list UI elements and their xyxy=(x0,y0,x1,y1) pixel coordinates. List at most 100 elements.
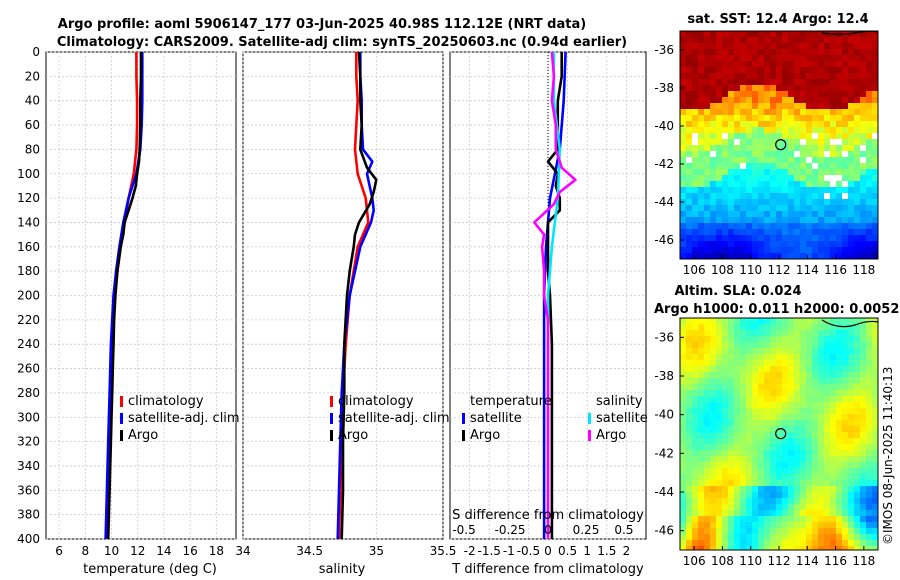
sla-cell xyxy=(806,534,812,540)
sst-cell xyxy=(818,133,824,139)
sst-cell xyxy=(872,151,878,157)
sst-cell xyxy=(776,223,782,229)
sst-cell xyxy=(722,211,728,217)
sla-cell xyxy=(830,486,836,492)
sst-cell xyxy=(836,187,842,193)
sla-cell xyxy=(764,516,770,522)
sst-cell xyxy=(770,31,776,37)
sla-cell xyxy=(770,498,776,504)
sla-cell xyxy=(686,492,692,498)
sst-cell xyxy=(818,181,824,187)
sla-cell xyxy=(716,414,722,420)
sla-cell xyxy=(860,438,866,444)
sst-cell xyxy=(716,241,722,247)
sst-cell xyxy=(710,217,716,223)
sla-cell xyxy=(722,372,728,378)
sst-cell xyxy=(752,49,758,55)
sst-cell xyxy=(746,217,752,223)
sst-cell xyxy=(758,85,764,91)
sst-cell xyxy=(728,115,734,121)
sst-cell xyxy=(680,235,686,241)
sla-cell xyxy=(824,462,830,468)
sst-cell xyxy=(680,205,686,211)
sst-cell xyxy=(758,235,764,241)
sla-cell xyxy=(824,318,830,324)
sla-cell xyxy=(758,462,764,468)
sst-cell xyxy=(734,127,740,133)
sst-cell xyxy=(806,79,812,85)
sla-cell xyxy=(770,318,776,324)
sla-cell xyxy=(722,546,728,550)
sla-cell xyxy=(764,366,770,372)
sla-cell xyxy=(704,426,710,432)
sst-cell xyxy=(842,115,848,121)
sst-cell xyxy=(692,241,698,247)
sla-cell xyxy=(860,510,866,516)
sla-cell xyxy=(686,498,692,504)
sst-cell xyxy=(842,223,848,229)
sla-cell xyxy=(722,528,728,534)
sst-cell xyxy=(776,145,782,151)
sst-cell xyxy=(746,223,752,229)
sst-cell xyxy=(758,223,764,229)
sst-cell xyxy=(794,127,800,133)
sst-cell xyxy=(806,169,812,175)
sla-cell xyxy=(782,522,788,528)
sla-cell xyxy=(716,390,722,396)
sla-cell xyxy=(680,366,686,372)
sst-cell xyxy=(848,115,854,121)
sst-cell xyxy=(686,145,692,151)
sst-cell xyxy=(788,73,794,79)
sla-cell xyxy=(752,324,758,330)
sst-cell xyxy=(686,205,692,211)
sla-cell xyxy=(716,456,722,462)
sst-cell xyxy=(836,247,842,253)
sst-cell xyxy=(812,115,818,121)
sst-cell xyxy=(776,157,782,163)
sla-cell xyxy=(758,426,764,432)
sst-cell xyxy=(716,43,722,49)
sla-cell xyxy=(782,516,788,522)
sla-cell xyxy=(842,330,848,336)
sla-cell xyxy=(716,360,722,366)
sla-cell xyxy=(704,510,710,516)
sst-cell xyxy=(734,169,740,175)
sst-cell xyxy=(686,163,692,169)
sla-cell xyxy=(758,516,764,522)
sla-cell xyxy=(746,336,752,342)
sst-cell xyxy=(836,217,842,223)
sst-cell xyxy=(710,37,716,43)
sla-cell xyxy=(764,378,770,384)
sst-cell xyxy=(770,91,776,97)
sla-cell xyxy=(704,450,710,456)
sla-cell xyxy=(788,444,794,450)
sla-cell xyxy=(842,420,848,426)
sst-cell xyxy=(860,121,866,127)
sla-cell xyxy=(782,324,788,330)
sst-cell xyxy=(770,139,776,145)
sst-cell xyxy=(686,235,692,241)
sla-cell xyxy=(872,378,878,384)
sla-cell xyxy=(842,534,848,540)
sla-cell xyxy=(734,318,740,324)
sst-cell xyxy=(734,115,740,121)
sla-cell xyxy=(800,468,806,474)
sst-cell xyxy=(734,139,740,145)
sst-cell xyxy=(758,145,764,151)
sst-cell xyxy=(728,247,734,253)
sst-cell xyxy=(698,235,704,241)
sst-cell xyxy=(758,217,764,223)
sla-cell xyxy=(710,456,716,462)
sst-cell xyxy=(782,97,788,103)
sla-cell xyxy=(752,546,758,550)
sla-cell xyxy=(848,372,854,378)
sla-cell xyxy=(704,534,710,540)
sla-cell xyxy=(806,360,812,366)
sst-cell xyxy=(848,73,854,79)
sla-cell xyxy=(740,330,746,336)
sst-argo-position-marker xyxy=(775,139,787,151)
sla-cell xyxy=(848,486,854,492)
sla-cell xyxy=(770,504,776,510)
sst-cell xyxy=(872,217,878,223)
sst-cell xyxy=(818,193,824,199)
